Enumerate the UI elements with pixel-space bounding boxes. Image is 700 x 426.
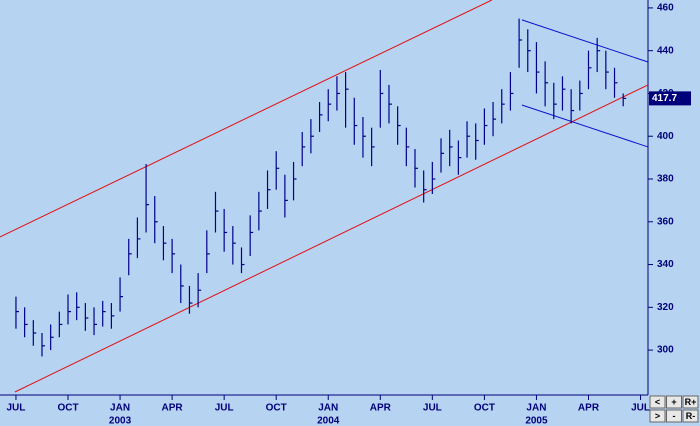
x-tick-label: JAN [526, 403, 546, 414]
x-tick-label: APR [370, 403, 392, 414]
y-tick-label: 340 [657, 259, 674, 270]
last-price-box [649, 91, 691, 106]
control-label[interactable]: R- [686, 411, 696, 421]
year-label: 2004 [317, 416, 340, 426]
control-label[interactable]: R+ [685, 397, 697, 407]
control-label[interactable]: - [673, 411, 676, 421]
year-label: 2003 [109, 416, 132, 426]
y-tick-label: 380 [657, 174, 674, 185]
trendline [14, 84, 649, 393]
last-price-label: 417.7 [652, 93, 677, 104]
trendline [521, 104, 649, 148]
control-label[interactable]: > [655, 411, 660, 421]
x-tick-label: JAN [318, 403, 338, 414]
y-tick-label: 440 [657, 45, 674, 56]
control-label[interactable]: + [671, 397, 676, 407]
y-tick-label: 460 [657, 3, 674, 14]
control-button[interactable] [649, 409, 666, 423]
trendline [0, 0, 493, 238]
y-tick-label: 320 [657, 302, 674, 313]
control-button[interactable] [649, 395, 666, 409]
trendline [521, 19, 649, 63]
x-tick-label: OCT [57, 403, 78, 414]
x-tick-label: JUL [631, 403, 650, 414]
year-label: 2005 [525, 416, 548, 426]
x-tick-label: OCT [474, 403, 495, 414]
y-tick-label: 300 [657, 345, 674, 356]
x-tick-label: JUL [423, 403, 442, 414]
y-tick-label: 400 [657, 131, 674, 142]
control-button[interactable] [682, 409, 699, 423]
y-tick-label: 360 [657, 216, 674, 227]
x-tick-label: JUL [215, 403, 234, 414]
control-label[interactable]: < [655, 397, 660, 407]
control-button[interactable] [682, 395, 699, 409]
x-tick-label: JAN [110, 403, 130, 414]
x-tick-label: JUL [7, 403, 26, 414]
control-button[interactable] [666, 409, 682, 423]
x-tick-label: APR [162, 403, 184, 414]
x-tick-label: APR [578, 403, 600, 414]
x-tick-label: OCT [266, 403, 287, 414]
control-button[interactable] [666, 395, 682, 409]
